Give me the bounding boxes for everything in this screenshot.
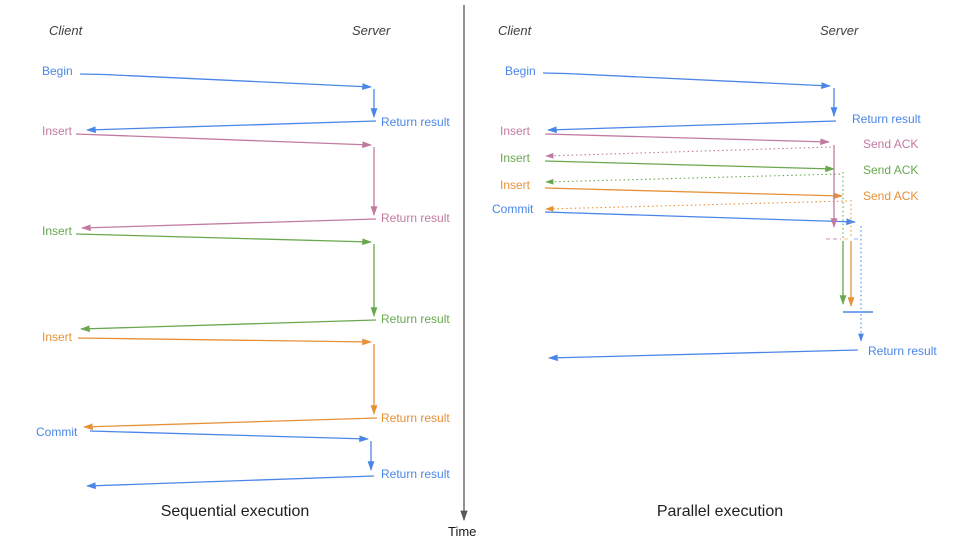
seq-insert3-label: Insert — [42, 330, 73, 344]
par-insert1-request-arrow — [544, 133, 830, 146]
seq-commit-return-arrow — [86, 475, 375, 490]
time-axis-label: Time — [448, 524, 477, 539]
seq-insert2-return-arrow — [80, 319, 377, 333]
seq-insert2-request-arrow — [75, 233, 372, 246]
seq-insert1-return-arrow — [81, 218, 377, 232]
seq-panel-title: Sequential execution — [160, 503, 310, 520]
seq-insert3-return-result-label: Return result — [381, 411, 450, 425]
par-insert2-ack-arrow — [545, 173, 841, 185]
par-server-label: Server — [820, 23, 859, 38]
seq-insert1-request-arrow — [75, 133, 372, 149]
par-begin-return-arrow — [547, 120, 837, 134]
seq-begin-label: Begin — [42, 64, 73, 78]
seq-begin-return-result-label: Return result — [381, 115, 450, 129]
seq-begin-return-arrow — [86, 120, 377, 134]
seq-insert2-label: Insert — [42, 224, 73, 238]
par-begin-label: Begin — [505, 64, 536, 78]
seq-insert3-request-arrow — [77, 337, 372, 346]
par-insert3-send-ack-label: Send ACK — [863, 189, 919, 203]
seq-insert2-return-result-label: Return result — [381, 312, 450, 326]
par-client-label: Client — [498, 23, 532, 38]
seq-server-label: Server — [352, 23, 391, 38]
par-insert2-send-ack-label: Send ACK — [863, 163, 919, 177]
seq-commit-return-result-label: Return result — [381, 467, 450, 481]
par-commit-label: Commit — [492, 202, 534, 216]
seq-client-label: Client — [49, 23, 83, 38]
par-begin-return-result-label: Return result — [852, 112, 921, 126]
par-commit-return-arrow — [548, 349, 859, 362]
par-insert3-request-arrow — [544, 187, 843, 200]
par-insert2-request-arrow — [544, 160, 835, 173]
par-insert1-ack-arrow — [545, 146, 832, 159]
seq-commit-request-arrow — [89, 430, 369, 443]
par-insert1-label: Insert — [500, 124, 531, 138]
par-commit-request-arrow — [544, 211, 856, 226]
par-panel-title: Parallel execution — [656, 503, 784, 520]
par-insert1-send-ack-label: Send ACK — [863, 137, 919, 151]
par-begin-request-arrow — [542, 72, 831, 89]
seq-insert3-return-arrow — [83, 417, 378, 431]
par-commit-return-result-label: Return result — [868, 344, 937, 358]
seq-commit-label: Commit — [36, 425, 78, 439]
seq-insert1-label: Insert — [42, 124, 73, 138]
par-insert3-ack-arrow — [545, 200, 848, 212]
par-insert2-label: Insert — [500, 151, 531, 165]
seq-insert1-return-result-label: Return result — [381, 211, 450, 225]
seq-begin-request-arrow — [79, 73, 372, 90]
par-insert3-label: Insert — [500, 178, 531, 192]
